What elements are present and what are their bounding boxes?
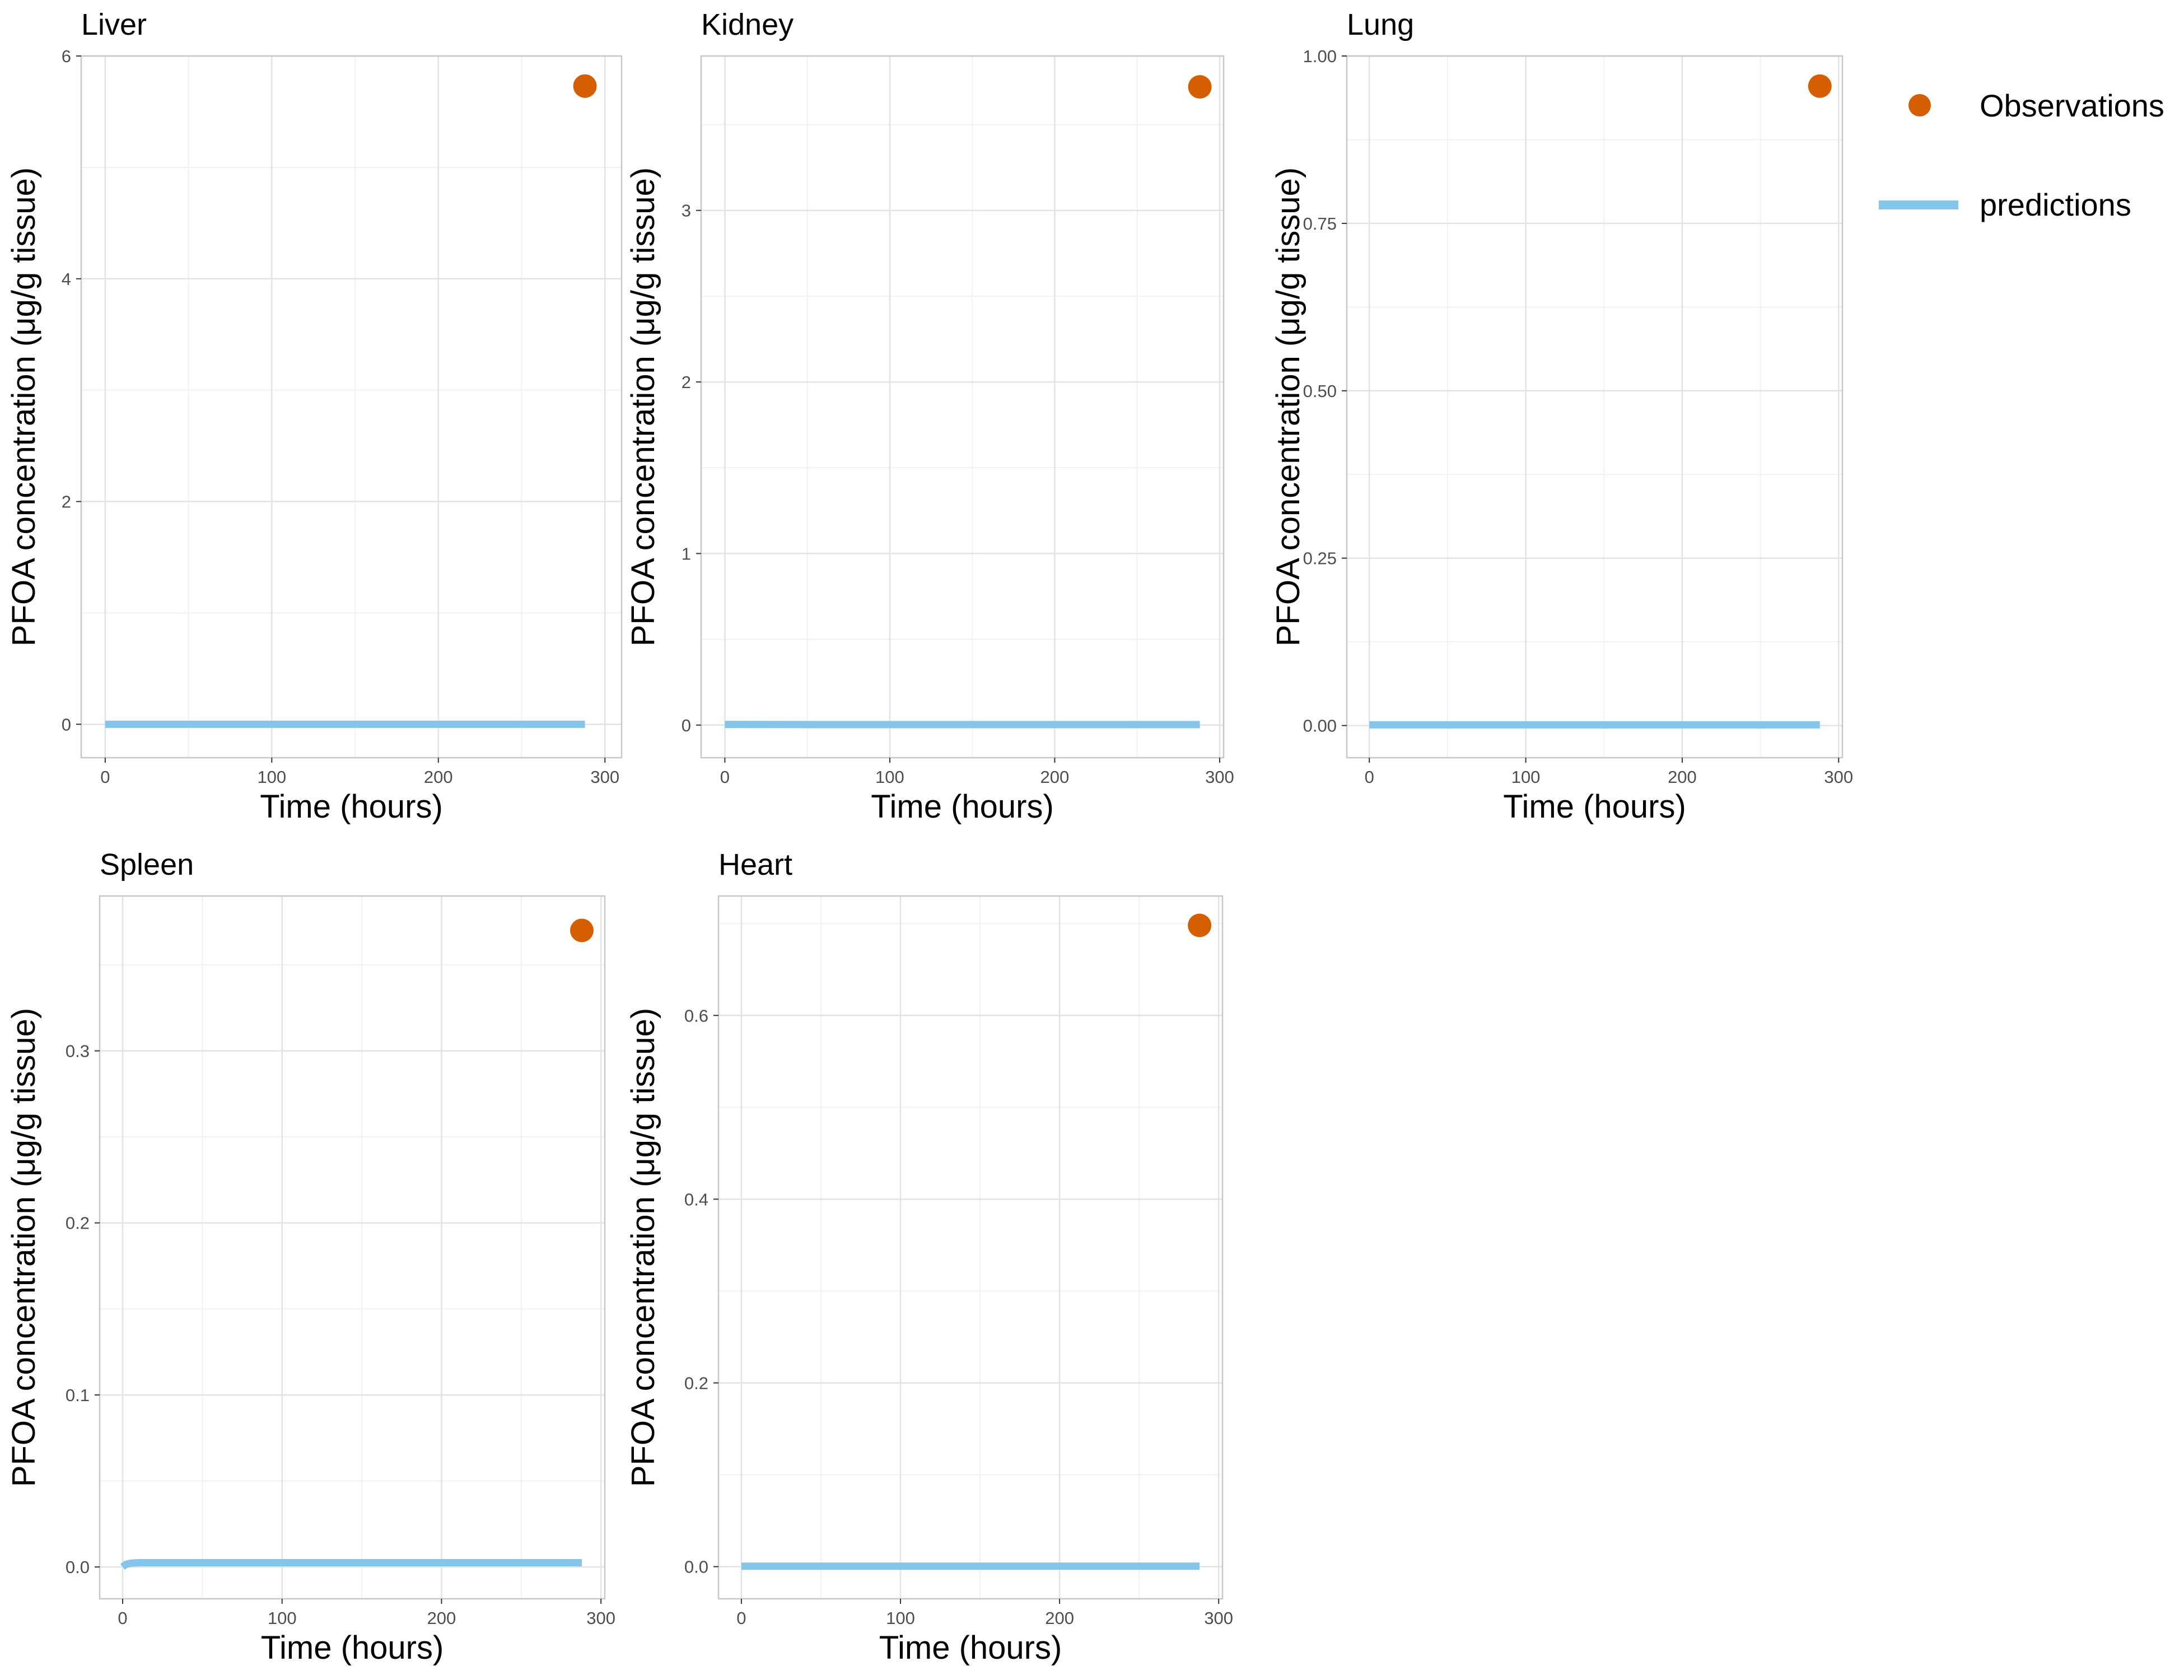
y-axis-title: PFOA concentration (μg/g tissue) [6, 1008, 42, 1487]
x-axis-title: Time (hours) [879, 1630, 1062, 1666]
x-tick-label: 0 [100, 767, 110, 787]
y-tick-label: 0.25 [1303, 549, 1337, 568]
y-tick-label: 0.1 [66, 1385, 90, 1405]
observation-point [1188, 913, 1212, 937]
y-tick-label: 1.00 [1303, 46, 1337, 66]
y-tick-label: 3 [682, 201, 691, 221]
y-tick-label: 6 [62, 46, 71, 66]
x-tick-label: 200 [1668, 767, 1697, 787]
x-tick-label: 200 [1040, 767, 1070, 787]
x-tick-label: 200 [1045, 1608, 1074, 1628]
y-tick-label: 0.2 [66, 1214, 90, 1233]
panel-title: Lung [1347, 8, 1414, 41]
panel-title: Spleen [100, 848, 194, 881]
x-tick-label: 0 [118, 1608, 127, 1628]
observation-point [570, 918, 594, 942]
x-tick-label: 100 [268, 1608, 297, 1628]
y-axis-title: PFOA concentration (μg/g tissue) [625, 167, 661, 646]
panel-title: Heart [718, 848, 792, 881]
y-tick-label: 2 [62, 492, 71, 512]
y-tick-label: 0.4 [684, 1189, 708, 1209]
y-tick-label: 0.50 [1303, 381, 1337, 401]
y-tick-label: 0.6 [684, 1006, 708, 1025]
x-tick-label: 100 [875, 767, 904, 787]
panel-border [1346, 55, 1844, 759]
panel-spleen: 0 100 200 300 0.0 0.1 0.2 0.3 Spleen Time (hours)… [6, 848, 615, 1666]
panel-border [717, 895, 1224, 1600]
observation-point [573, 74, 597, 98]
y-axis-title: PFOA concentration (μg/g tissue) [6, 167, 42, 646]
y-axis-title: PFOA concentration (μg/g tissue) [625, 1008, 661, 1487]
x-axis-title: Time (hours) [261, 1630, 444, 1666]
y-tick-label: 0 [62, 715, 71, 734]
panel-lung: 0 100 200 300 0.00 0.25 0.50 0.75 1.00 Lung Time (… [1270, 8, 1853, 825]
legend-observations-label: Observations [1980, 88, 2164, 123]
x-axis-title: Time (hours) [260, 788, 443, 825]
panel-liver: 0 100 200 300 0 2 4 6 Liver Time (hours) PFOA conc… [6, 8, 623, 825]
y-tick-label: 2 [682, 372, 691, 392]
y-tick-label: 0.00 [1303, 716, 1337, 736]
x-tick-label: 300 [1204, 1608, 1233, 1628]
panel-border [99, 895, 606, 1600]
observation-point [1808, 74, 1832, 98]
y-tick-label: 0.0 [66, 1557, 90, 1577]
panel-title: Kidney [701, 8, 794, 41]
legend-observations-swatch [1908, 94, 1931, 116]
x-tick-label: 0 [1365, 767, 1374, 787]
y-tick-label: 0 [682, 716, 691, 735]
x-tick-label: 300 [1824, 767, 1853, 787]
legend: Observations predictions [1879, 88, 2164, 222]
y-tick-label: 4 [62, 269, 71, 289]
x-tick-label: 100 [257, 767, 286, 787]
panel-title: Liver [81, 8, 147, 41]
x-tick-label: 300 [586, 1608, 615, 1628]
y-tick-label: 0.0 [684, 1557, 708, 1577]
panel-border [80, 55, 623, 759]
x-tick-label: 300 [1205, 767, 1234, 787]
y-tick-label: 1 [682, 544, 691, 563]
x-axis-title: Time (hours) [1503, 788, 1686, 825]
predictions-line [120, 1558, 582, 1570]
panel-border [700, 55, 1225, 759]
x-tick-label: 0 [736, 1608, 746, 1628]
x-tick-label: 100 [1511, 767, 1541, 787]
x-tick-label: 200 [427, 1608, 456, 1628]
x-tick-label: 200 [424, 767, 453, 787]
observation-point [1188, 75, 1212, 99]
legend-predictions-label: predictions [1980, 187, 2131, 222]
y-tick-label: 0.2 [684, 1373, 708, 1393]
x-axis-title: Time (hours) [871, 788, 1054, 825]
y-tick-label: 0.75 [1303, 214, 1337, 234]
y-tick-label: 0.3 [66, 1041, 90, 1061]
y-axis-title: PFOA concentration (μg/g tissue) [1270, 167, 1306, 646]
x-tick-label: 300 [590, 767, 619, 787]
x-tick-label: 0 [720, 767, 730, 787]
x-tick-label: 100 [886, 1608, 915, 1628]
panel-heart: 0 100 200 300 0.0 0.2 0.4 0.6 Heart Time (hours) P… [625, 848, 1233, 1666]
panel-kidney: 0 100 200 300 0 1 2 3 Kidney Time (hours) PFOA con… [625, 8, 1234, 825]
